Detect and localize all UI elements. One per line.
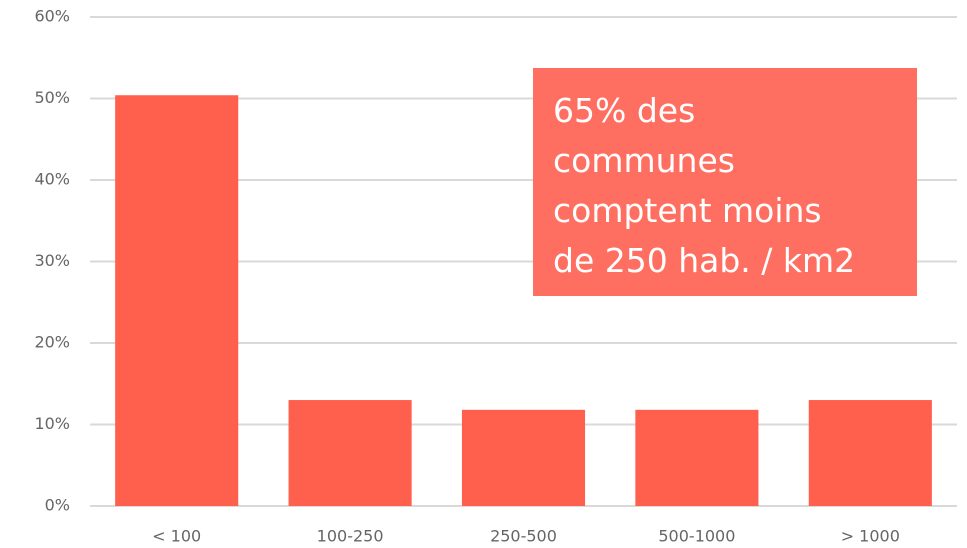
y-tick-label: 20% [34,333,70,352]
x-tick-label: > 1000 [841,527,900,546]
x-tick-label: 500-1000 [658,527,735,546]
annotation-text: 65% des [553,91,695,130]
y-tick-label: 0% [45,496,70,515]
annotation-box [533,68,917,296]
y-tick-label: 50% [34,88,70,107]
annotation-text: comptent moins [553,191,822,230]
bar [808,400,932,506]
y-tick-label: 40% [34,170,70,189]
annotation-text: communes [553,141,735,180]
annotation-text: de 250 hab. / km2 [553,241,855,280]
y-tick-label: 60% [34,7,70,26]
bar [635,409,759,506]
x-tick-label: 100-250 [317,527,384,546]
x-tick-label: < 100 [152,527,201,546]
y-tick-label: 10% [34,414,70,433]
y-tick-label: 30% [34,251,70,270]
x-tick-label: 250-500 [490,527,557,546]
bar [288,400,412,506]
bar [461,409,586,506]
bar [115,95,239,507]
